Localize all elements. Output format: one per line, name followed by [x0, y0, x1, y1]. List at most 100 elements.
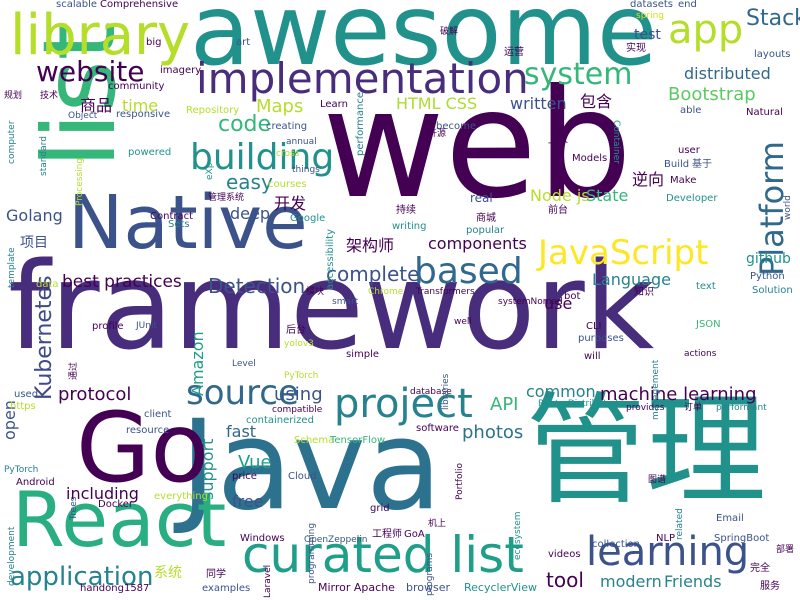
cloud-word: scalable: [56, 0, 98, 10]
cloud-word: examples: [202, 583, 251, 594]
cloud-word: database: [410, 387, 452, 397]
cloud-word: provides: [626, 403, 665, 413]
cloud-word: JSON: [696, 319, 721, 330]
cloud-word: Build: [664, 159, 690, 170]
cloud-word: source: [186, 373, 299, 413]
cloud-word: deep: [230, 204, 270, 223]
cloud-word: 知识: [634, 287, 654, 298]
cloud-word: Windows: [240, 533, 285, 544]
cloud-word: Amazon: [188, 331, 207, 396]
cloud-word: 项目: [20, 235, 48, 251]
cloud-word: TensorFlow: [330, 435, 386, 446]
cloud-word: price: [232, 471, 257, 482]
cloud-word: 管理: [526, 382, 766, 521]
cloud-word: world: [783, 195, 793, 220]
cloud-word: Transformers: [416, 287, 475, 297]
cloud-word: PyTorch: [284, 371, 319, 381]
cloud-word: Android: [16, 477, 55, 488]
cloud-word: code: [218, 112, 272, 137]
cloud-word: real: [470, 191, 493, 205]
cloud-word: 运营: [504, 47, 524, 58]
cloud-word: 规划: [4, 91, 23, 101]
cloud-word: 一个: [548, 139, 568, 150]
cloud-word: performant: [716, 403, 767, 413]
cloud-word: cross: [276, 149, 300, 159]
cloud-word: Sets: [168, 219, 190, 230]
cloud-word: 技术: [40, 91, 59, 101]
cloud-word: eXp: [205, 162, 215, 180]
cloud-word: ecosystem: [513, 511, 523, 560]
cloud-word: 逆向: [632, 170, 665, 189]
cloud-word: bot: [564, 291, 581, 302]
cloud-word: Go: [76, 392, 210, 504]
cloud-word: 模块: [306, 287, 325, 297]
cloud-word: github: [746, 251, 791, 267]
cloud-word: handong1587: [80, 583, 150, 594]
cloud-word: will: [584, 351, 601, 362]
cloud-word: easy: [226, 170, 273, 194]
cloud-word: library: [10, 3, 191, 68]
cloud-word: Learn: [320, 99, 348, 110]
cloud-word: Portfolio: [455, 462, 465, 500]
cloud-word: Comprehensive: [100, 0, 179, 10]
cloud-word: Repository: [186, 105, 240, 116]
cloud-word: compatible: [272, 405, 323, 415]
cloud-word: collection: [592, 539, 640, 550]
cloud-word: tool: [546, 568, 584, 592]
cloud-word: data: [36, 279, 59, 290]
cloud-word: based: [414, 251, 523, 292]
cloud-word: RecyclerView: [464, 581, 537, 594]
cloud-word: 通过: [69, 361, 79, 380]
cloud-word: Email: [716, 513, 744, 524]
cloud-word: everything: [154, 491, 208, 502]
cloud-word: Level: [232, 359, 256, 369]
cloud-word: photos: [462, 422, 524, 443]
cloud-word: including: [66, 484, 139, 503]
cloud-word: Developer: [666, 193, 718, 204]
cloud-word: management: [651, 359, 661, 420]
cloud-word: website: [36, 55, 145, 88]
cloud-word: 持续: [396, 205, 416, 216]
cloud-word: resource: [126, 425, 170, 436]
cloud-word: framework: [8, 238, 655, 377]
cloud-word: Object: [68, 111, 98, 121]
cloud-word: simple: [346, 349, 380, 360]
cloud-word: software: [416, 423, 459, 434]
cloud-word: 商品: [80, 96, 113, 115]
cloud-word: 同学: [206, 569, 226, 580]
cloud-word: Detection: [208, 274, 306, 298]
cloud-word: Bootstrap: [668, 84, 756, 105]
cloud-word: best practices: [62, 272, 182, 292]
cloud-word: machine learning: [600, 384, 757, 405]
cloud-word: curated list: [242, 526, 524, 584]
cloud-word: https: [10, 401, 36, 412]
cloud-word: Contract: [150, 211, 194, 222]
cloud-word: programs: [425, 552, 435, 596]
cloud-word: Container: [611, 120, 621, 164]
cloud-word: powered: [128, 147, 172, 158]
cloud-word: Models: [572, 153, 608, 164]
cloud-word: using: [274, 384, 323, 405]
cloud-word: 系统: [154, 565, 182, 581]
cloud-word: Friends: [664, 572, 722, 591]
cloud-word: computer: [7, 120, 17, 164]
cloud-word: grid: [370, 503, 390, 514]
cloud-word: purposes: [578, 333, 624, 344]
cloud-word: Natural: [746, 107, 783, 118]
cloud-word: client: [144, 409, 172, 420]
cloud-word: standard: [39, 136, 49, 176]
cloud-word: Golang: [6, 206, 63, 225]
cloud-word: Make: [670, 175, 697, 186]
cloud-word: annual: [286, 137, 317, 147]
cloud-word: template: [7, 247, 17, 288]
cloud-word: 订单: [684, 403, 703, 413]
cloud-word: Language: [592, 270, 671, 289]
cloud-word: web: [322, 58, 633, 232]
cloud-word: systemNomad: [498, 297, 563, 307]
cloud-word: RouterDistributed: [538, 399, 618, 409]
cloud-word: profile: [92, 321, 124, 332]
cloud-word: accessibility: [325, 229, 336, 290]
cloud-word: layouts: [754, 49, 791, 60]
cloud-word: JavaScript: [538, 233, 709, 273]
